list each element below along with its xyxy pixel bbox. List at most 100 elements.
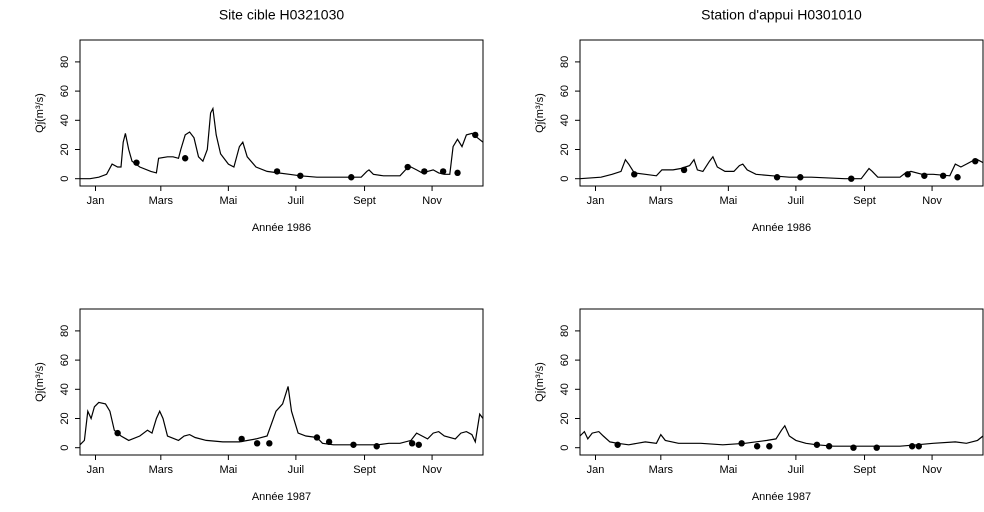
plot-frame bbox=[79, 39, 484, 187]
data-point bbox=[766, 443, 773, 450]
data-point bbox=[873, 444, 880, 451]
data-point bbox=[472, 131, 479, 139]
data-point bbox=[614, 441, 621, 448]
data-point bbox=[415, 441, 422, 448]
data-point bbox=[325, 438, 333, 446]
x-tick-label: Mars bbox=[649, 464, 674, 476]
y-tick-label: 20 bbox=[559, 412, 571, 424]
y-tick-label: 0 bbox=[559, 176, 571, 182]
data-point bbox=[939, 172, 947, 179]
y-tick-label: 60 bbox=[559, 85, 571, 97]
data-point bbox=[680, 166, 688, 174]
data-point bbox=[404, 163, 411, 171]
x-tick-label: Nov bbox=[422, 464, 442, 476]
flow-line bbox=[79, 386, 484, 446]
x-tick-label: Jan bbox=[87, 464, 105, 476]
x-tick-label: Sept bbox=[353, 464, 376, 476]
x-tick-label: Juil bbox=[788, 464, 805, 476]
y-tick-label: 60 bbox=[559, 354, 571, 366]
flow-line bbox=[579, 155, 984, 180]
data-point bbox=[273, 168, 281, 175]
plot-frame bbox=[79, 308, 484, 456]
data-point bbox=[921, 172, 928, 179]
data-point bbox=[266, 440, 273, 447]
data-point bbox=[850, 444, 857, 451]
x-tick-label: Sept bbox=[853, 195, 876, 207]
y-tick-label: 0 bbox=[559, 445, 571, 451]
y-tick-label: 80 bbox=[59, 325, 71, 337]
x-tick-label: Nov bbox=[922, 195, 942, 207]
y-tick-label: 20 bbox=[59, 412, 71, 424]
flow-line bbox=[80, 106, 484, 180]
chart-title: Station d'appui H0301010 bbox=[701, 7, 862, 23]
x-tick-label: Mars bbox=[149, 464, 174, 476]
x-tick-label: Juil bbox=[288, 195, 305, 207]
x-tick-label: Mai bbox=[719, 195, 737, 207]
x-tick-label: Juil bbox=[288, 464, 305, 476]
data-point bbox=[904, 171, 911, 178]
y-tick-label: 20 bbox=[59, 143, 71, 155]
y-tick-label: 80 bbox=[59, 56, 71, 68]
x-axis-label: Année 1986 bbox=[252, 222, 311, 234]
data-point bbox=[813, 441, 821, 448]
y-tick-label: 80 bbox=[559, 325, 571, 337]
data-point bbox=[954, 174, 961, 181]
data-point bbox=[454, 169, 461, 177]
data-point bbox=[915, 443, 922, 450]
flow-line bbox=[579, 424, 984, 447]
data-point bbox=[408, 440, 416, 447]
data-point bbox=[114, 429, 121, 437]
data-point bbox=[373, 443, 380, 450]
y-tick-label: 40 bbox=[59, 114, 71, 126]
x-tick-label: Mars bbox=[649, 195, 674, 207]
chart-title: Site cible H0321030 bbox=[219, 7, 345, 23]
y-tick-label: 60 bbox=[59, 354, 71, 366]
x-tick-label: Nov bbox=[422, 195, 442, 207]
data-point bbox=[253, 440, 261, 447]
data-point bbox=[297, 172, 304, 179]
x-tick-label: Nov bbox=[922, 464, 942, 476]
data-point bbox=[908, 443, 916, 450]
data-point bbox=[439, 168, 447, 175]
data-point bbox=[133, 159, 140, 166]
plot-frame bbox=[579, 39, 984, 187]
data-point bbox=[238, 435, 245, 443]
y-axis-label: Qj(m³/s) bbox=[534, 362, 546, 402]
data-point bbox=[738, 440, 745, 447]
x-tick-label: Mai bbox=[219, 195, 237, 207]
x-tick-label: Sept bbox=[353, 195, 376, 207]
y-tick-label: 0 bbox=[59, 176, 71, 182]
x-tick-label: Jan bbox=[87, 195, 105, 207]
data-point bbox=[631, 171, 638, 178]
y-tick-label: 40 bbox=[559, 383, 571, 395]
data-point bbox=[848, 175, 855, 182]
x-tick-label: Sept bbox=[853, 464, 876, 476]
x-tick-label: Mai bbox=[219, 464, 237, 476]
y-tick-label: 40 bbox=[559, 114, 571, 126]
data-point bbox=[972, 157, 979, 165]
data-point bbox=[313, 434, 321, 441]
y-tick-label: 60 bbox=[59, 85, 71, 97]
data-point bbox=[797, 174, 804, 181]
data-point bbox=[348, 174, 355, 181]
y-tick-label: 40 bbox=[59, 383, 71, 395]
y-tick-label: 80 bbox=[559, 56, 571, 68]
data-point bbox=[773, 174, 781, 181]
x-axis-label: Année 1987 bbox=[252, 491, 311, 503]
y-tick-label: 0 bbox=[59, 445, 71, 451]
x-tick-label: Juil bbox=[788, 195, 805, 207]
x-axis-label: Année 1986 bbox=[752, 222, 811, 234]
y-tick-label: 20 bbox=[559, 143, 571, 155]
plot-frame bbox=[579, 308, 984, 456]
y-axis-label: Qj(m³/s) bbox=[34, 93, 46, 133]
data-point bbox=[181, 155, 189, 162]
data-point bbox=[350, 441, 357, 448]
y-axis-label: Qj(m³/s) bbox=[534, 93, 546, 133]
data-point bbox=[753, 443, 761, 450]
data-point bbox=[421, 168, 428, 175]
x-tick-label: Mai bbox=[719, 464, 737, 476]
x-tick-label: Mars bbox=[149, 195, 174, 207]
x-axis-label: Année 1987 bbox=[752, 491, 811, 503]
